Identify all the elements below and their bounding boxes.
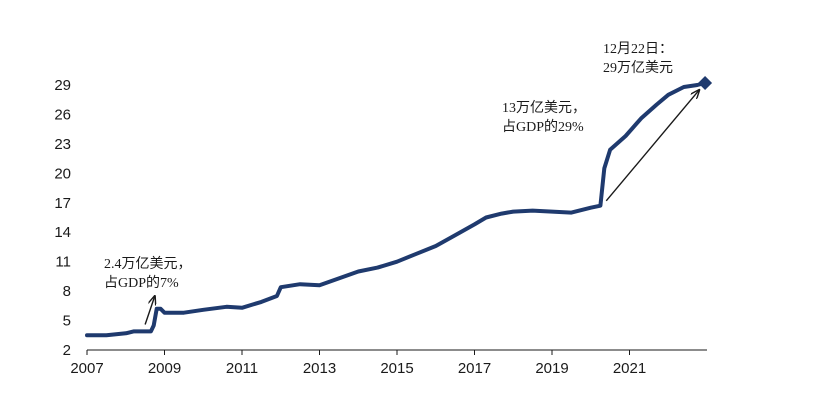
annotation-2020-line1: 13万亿美元， [502,100,586,116]
x-tick-label: 2013 [303,360,336,377]
y-tick-label: 2 [63,342,71,359]
y-tick-label: 14 [54,224,71,241]
latest-point-marker [698,76,713,91]
x-tick-label: 2007 [70,360,103,377]
x-tick-label: 2017 [458,360,491,377]
y-tick-label: 17 [54,195,71,212]
y-tick-label: 26 [54,106,71,123]
x-tick-label: 2011 [226,360,258,377]
y-tick-label: 11 [55,254,71,271]
annotation-arrow-2020 [605,90,699,202]
y-axis-ticks: 2 5 8 11 14 17 20 23 26 29 [54,77,71,359]
y-tick-label: 8 [63,283,71,300]
annotation-latest-line2: 29万亿美元 [603,60,673,76]
y-tick-label: 23 [54,136,71,153]
annotation-latest-line1: 12月22日： [603,41,673,57]
annotation-2008-line2: 占GDP的7% [104,275,179,291]
x-tick-label: 2021 [613,360,646,377]
annotation-arrow-2008 [144,296,155,325]
x-tick-label: 2015 [380,360,413,377]
y-tick-label: 20 [54,165,71,182]
debt-series-line [85,81,708,338]
x-tick-label: 2009 [148,360,181,377]
annotation-2020-line2: 占GDP的29% [502,119,584,135]
annotation-2008-line1: 2.4万亿美元， [104,256,192,272]
x-tick-label: 2019 [535,360,568,377]
x-axis-ticks: 2007 2009 2011 2013 2015 2017 2019 2021 [70,350,646,377]
y-tick-label: 5 [63,313,71,330]
y-tick-label: 29 [54,77,71,94]
